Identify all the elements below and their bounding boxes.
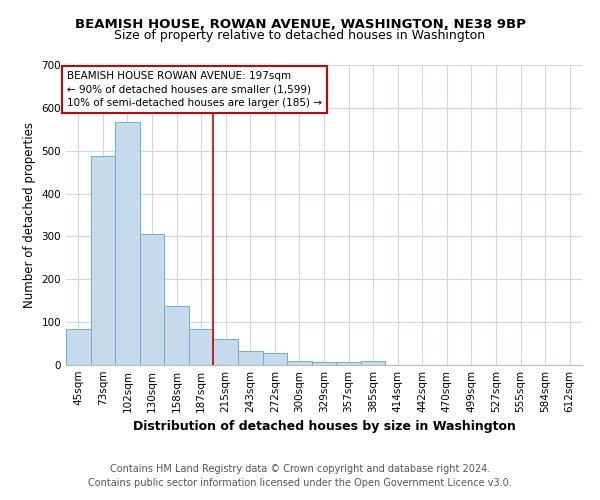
Bar — [336, 362, 361, 365]
Bar — [214, 340, 238, 365]
Bar — [91, 156, 115, 365]
X-axis label: Distribution of detached houses by size in Washington: Distribution of detached houses by size … — [133, 420, 515, 434]
Bar — [263, 354, 287, 365]
Bar — [238, 351, 263, 365]
Bar — [361, 360, 385, 365]
Bar — [312, 362, 336, 365]
Bar — [140, 234, 164, 365]
Bar — [164, 306, 189, 365]
Bar — [115, 122, 140, 365]
Text: BEAMISH HOUSE ROWAN AVENUE: 197sqm
← 90% of detached houses are smaller (1,599)
: BEAMISH HOUSE ROWAN AVENUE: 197sqm ← 90%… — [67, 72, 322, 108]
Text: BEAMISH HOUSE, ROWAN AVENUE, WASHINGTON, NE38 9BP: BEAMISH HOUSE, ROWAN AVENUE, WASHINGTON,… — [74, 18, 526, 30]
Text: Size of property relative to detached houses in Washington: Size of property relative to detached ho… — [115, 28, 485, 42]
Bar — [189, 328, 214, 365]
Bar — [287, 360, 312, 365]
Y-axis label: Number of detached properties: Number of detached properties — [23, 122, 36, 308]
Bar — [66, 330, 91, 365]
Text: Contains HM Land Registry data © Crown copyright and database right 2024.
Contai: Contains HM Land Registry data © Crown c… — [88, 464, 512, 487]
